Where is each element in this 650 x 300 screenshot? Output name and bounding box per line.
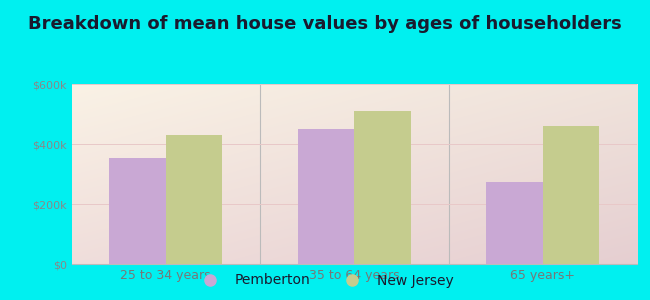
Text: Breakdown of mean house values by ages of householders: Breakdown of mean house values by ages o… — [28, 15, 622, 33]
Bar — [109, 158, 166, 264]
Bar — [166, 135, 222, 264]
Bar — [354, 111, 411, 264]
Legend: Pemberton, New Jersey: Pemberton, New Jersey — [190, 268, 460, 293]
Bar — [486, 182, 543, 264]
Bar — [543, 126, 599, 264]
Bar — [298, 129, 354, 264]
